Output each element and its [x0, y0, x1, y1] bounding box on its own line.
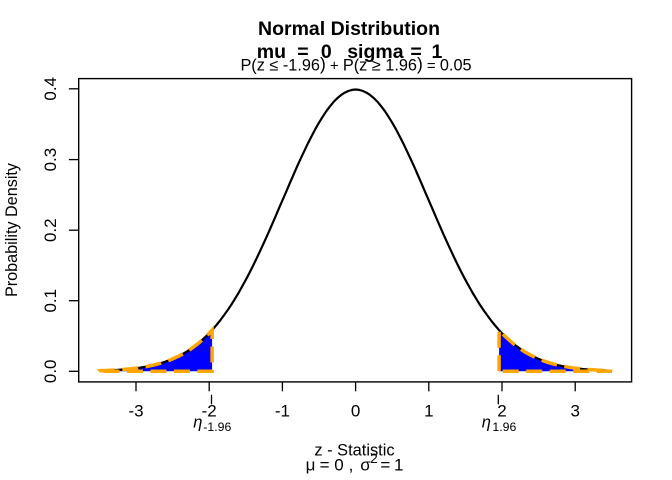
- svg-text:1.96: 1.96: [492, 420, 516, 434]
- svg-text:0.0: 0.0: [41, 359, 60, 383]
- svg-text:3: 3: [570, 402, 579, 421]
- svg-text:η: η: [193, 414, 202, 432]
- svg-text:0.3: 0.3: [41, 148, 60, 172]
- svg-text:z - Statistic: z - Statistic: [314, 441, 394, 459]
- svg-text:-3: -3: [128, 402, 143, 421]
- svg-text:0.2: 0.2: [41, 218, 60, 242]
- svg-text:-1.96: -1.96: [203, 420, 231, 434]
- svg-text:P(z ≤ -1.96) + P(z ≥ 1.96) = 0: P(z ≤ -1.96) + P(z ≥ 1.96) = 0.05: [240, 54, 471, 75]
- svg-text:0: 0: [351, 402, 360, 421]
- svg-text:0.4: 0.4: [41, 77, 60, 101]
- svg-text:-1: -1: [275, 402, 290, 421]
- svg-text:-2: -2: [202, 402, 217, 421]
- svg-text:η: η: [482, 414, 491, 432]
- svg-text:μ=0,σ2=1: μ = 0, σ2 = 1: [306, 451, 404, 474]
- svg-text:Normal Distribution: Normal Distribution: [258, 18, 440, 40]
- svg-text:2: 2: [497, 402, 506, 421]
- svg-text:0.1: 0.1: [41, 289, 60, 313]
- svg-text:1: 1: [424, 402, 433, 421]
- svg-text:Probability Density: Probability Density: [3, 162, 21, 297]
